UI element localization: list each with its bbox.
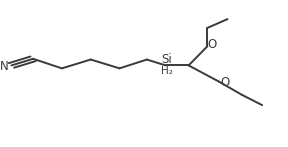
Text: O: O (207, 38, 216, 51)
Text: H₂: H₂ (161, 66, 173, 76)
Text: O: O (220, 76, 229, 89)
Text: Si: Si (162, 53, 173, 66)
Text: N: N (0, 60, 9, 73)
